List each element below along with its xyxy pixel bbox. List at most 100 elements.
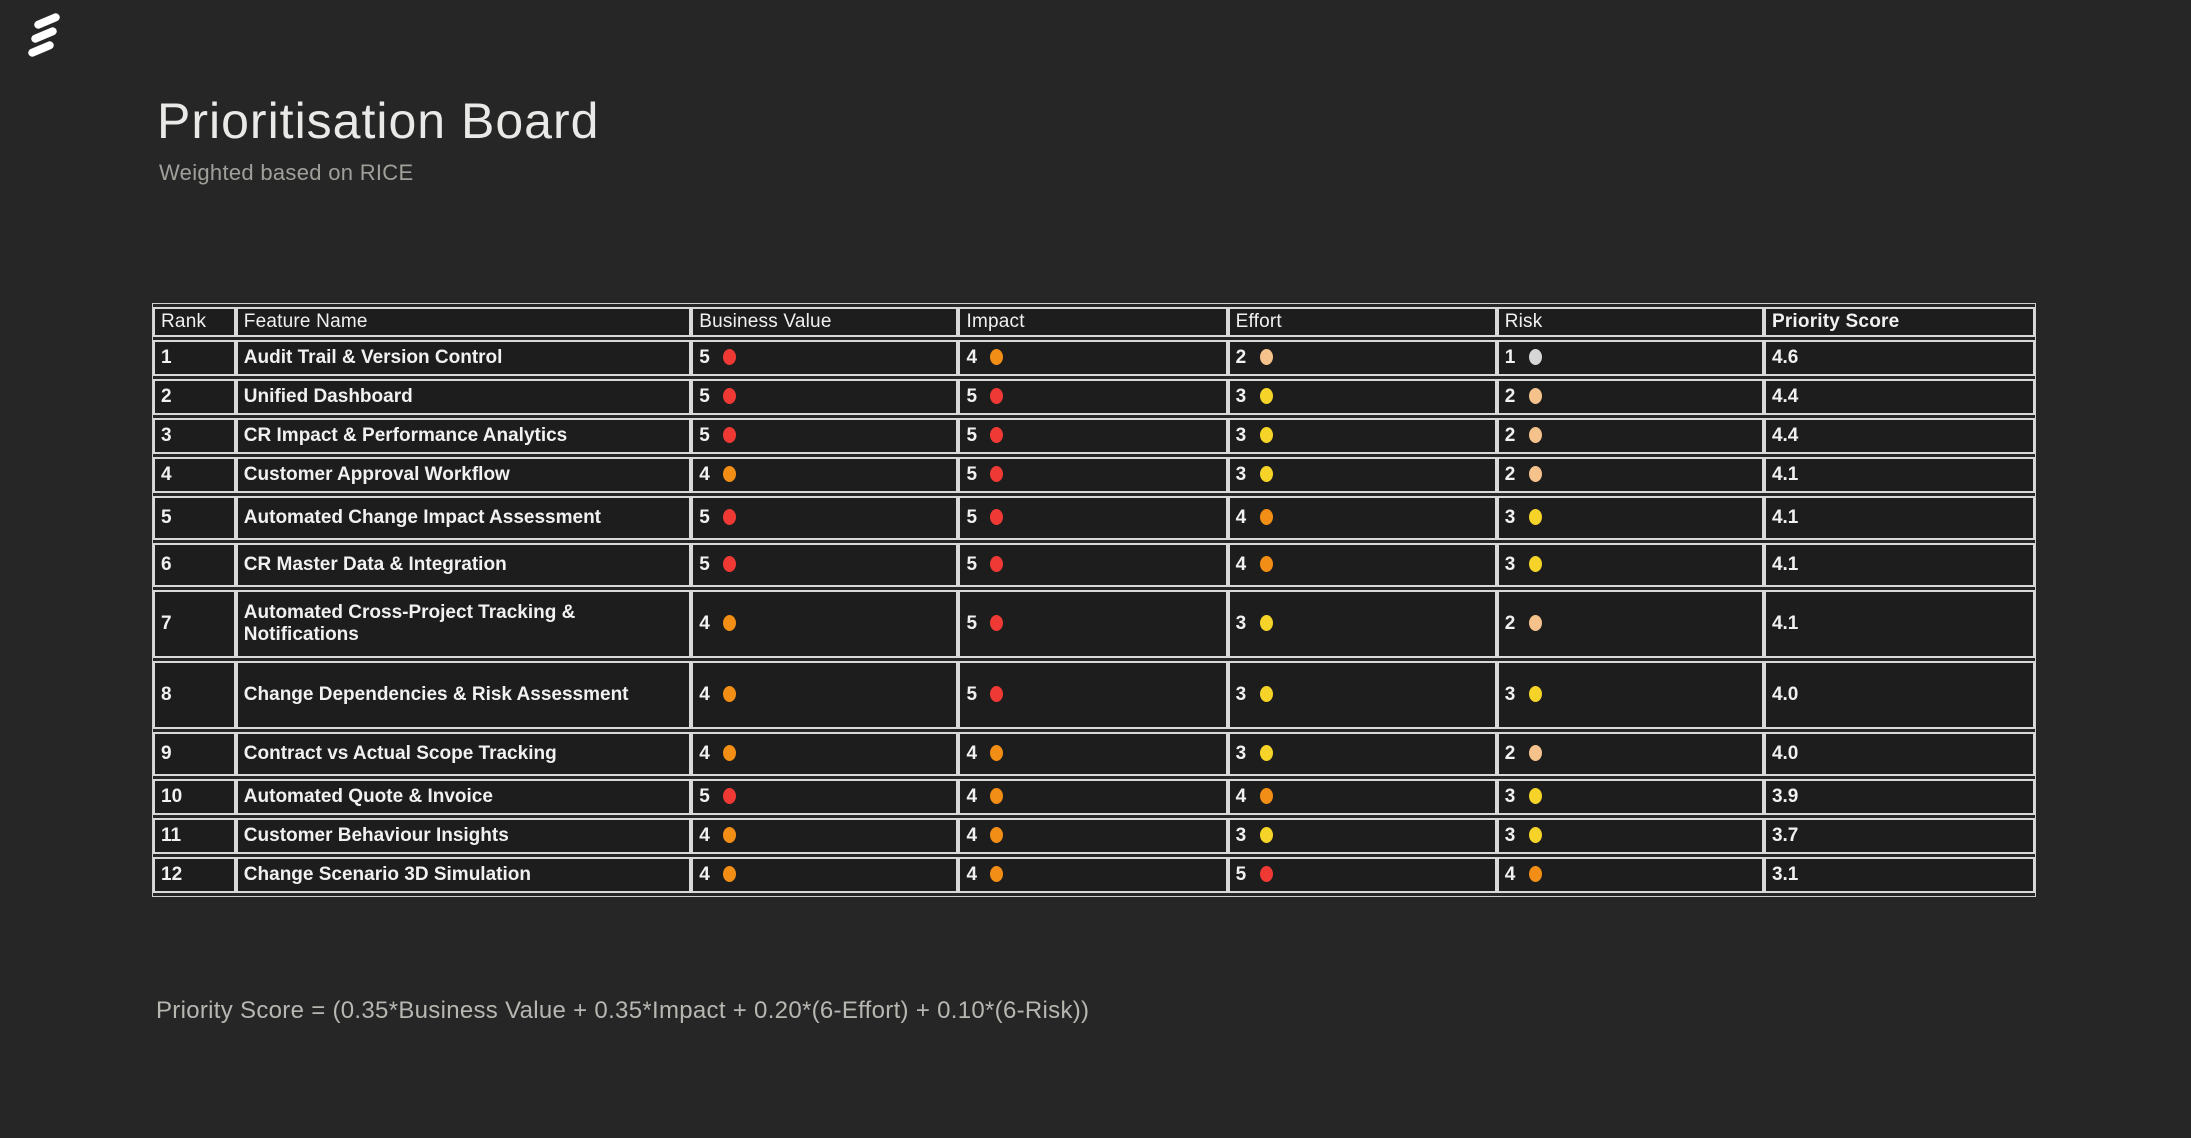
score-dot xyxy=(990,827,1004,843)
rank-cell: 10 xyxy=(153,779,236,815)
score-dot xyxy=(723,556,737,572)
metric-value: 4 xyxy=(1235,786,1247,807)
feature-name-cell: Automated Cross-Project Tracking & Notif… xyxy=(235,590,692,658)
score-dot xyxy=(723,866,737,882)
metric-value: 3 xyxy=(1235,825,1247,846)
risk-cell: 3 xyxy=(1496,779,1764,815)
table-row: 12 Change Scenario 3D Simulation 4 4 5 4 3.1 xyxy=(153,857,2035,893)
score-dot xyxy=(723,349,737,365)
effort-cell: 3 xyxy=(1227,418,1497,454)
column-header-risk: Risk xyxy=(1496,307,1764,337)
table-row: 1 Audit Trail & Version Control 5 4 2 1 4.6 xyxy=(153,340,2035,376)
metric-value: 2 xyxy=(1504,613,1516,634)
score-dot xyxy=(990,615,1004,631)
risk-cell: 2 xyxy=(1496,418,1764,454)
rank-cell: 8 xyxy=(153,661,236,729)
impact-cell: 5 xyxy=(958,379,1228,415)
business-value-cell: 5 xyxy=(691,496,959,540)
score-dot xyxy=(1528,349,1542,365)
metric-value: 4 xyxy=(1235,554,1247,575)
effort-cell: 3 xyxy=(1227,590,1497,658)
column-header-impact: Impact xyxy=(958,307,1228,337)
business-value-cell: 5 xyxy=(691,418,959,454)
feature-name-cell: Customer Behaviour Insights xyxy=(235,818,692,854)
metric-value: 5 xyxy=(966,425,978,446)
metric-value: 2 xyxy=(1504,743,1516,764)
metric-value: 3 xyxy=(1235,743,1247,764)
score-dot xyxy=(723,788,737,804)
metric-value: 5 xyxy=(966,464,978,485)
priority-score-cell: 4.0 xyxy=(1763,732,2035,776)
priority-table: Rank Feature Name Business Value Impact Effo… xyxy=(152,303,2036,897)
risk-cell: 3 xyxy=(1496,496,1764,540)
score-dot xyxy=(1528,556,1542,572)
metric-value: 3 xyxy=(1504,507,1516,528)
metric-value: 5 xyxy=(699,347,710,368)
business-value-cell: 5 xyxy=(691,779,959,815)
metric-value: 4 xyxy=(966,347,978,368)
metric-value: 4 xyxy=(1504,864,1516,885)
priority-score-cell: 4.4 xyxy=(1763,418,2035,454)
priority-score-cell: 4.1 xyxy=(1763,543,2035,587)
impact-cell: 4 xyxy=(958,340,1228,376)
rank-cell: 1 xyxy=(153,340,236,376)
ericsson-logo xyxy=(28,13,60,57)
impact-cell: 5 xyxy=(958,543,1228,587)
score-dot xyxy=(1528,827,1542,843)
metric-value: 3 xyxy=(1504,554,1516,575)
score-dot xyxy=(990,427,1004,443)
score-dot xyxy=(1528,427,1542,443)
priority-score-cell: 4.6 xyxy=(1763,340,2035,376)
risk-cell: 2 xyxy=(1496,732,1764,776)
business-value-cell: 5 xyxy=(691,543,959,587)
metric-value: 2 xyxy=(1504,386,1516,407)
effort-cell: 5 xyxy=(1227,857,1497,893)
score-dot xyxy=(1259,466,1273,482)
metric-value: 5 xyxy=(966,554,978,575)
effort-cell: 3 xyxy=(1227,379,1497,415)
metric-value: 5 xyxy=(966,386,978,407)
score-dot xyxy=(1528,866,1542,882)
priority-score-cell: 4.1 xyxy=(1763,457,2035,493)
business-value-cell: 5 xyxy=(691,340,959,376)
table-row: 8 Change Dependencies & Risk Assessment 4 5… xyxy=(153,661,2035,729)
score-dot xyxy=(1259,509,1273,525)
impact-cell: 5 xyxy=(958,418,1228,454)
risk-cell: 3 xyxy=(1496,661,1764,729)
metric-value: 4 xyxy=(699,743,710,764)
feature-name-cell: Automated Change Impact Assessment xyxy=(235,496,692,540)
metric-value: 5 xyxy=(699,425,710,446)
rank-cell: 12 xyxy=(153,857,236,893)
metric-value: 5 xyxy=(966,684,978,705)
metric-value: 3 xyxy=(1235,464,1247,485)
priority-score-cell: 3.9 xyxy=(1763,779,2035,815)
rank-cell: 3 xyxy=(153,418,236,454)
score-dot xyxy=(990,349,1004,365)
effort-cell: 3 xyxy=(1227,818,1497,854)
score-dot xyxy=(723,827,737,843)
business-value-cell: 4 xyxy=(691,732,959,776)
score-dot xyxy=(1259,556,1273,572)
score-dot xyxy=(1259,745,1273,761)
priority-score-cell: 4.4 xyxy=(1763,379,2035,415)
metric-value: 5 xyxy=(699,386,710,407)
effort-cell: 4 xyxy=(1227,543,1497,587)
impact-cell: 4 xyxy=(958,818,1228,854)
column-header-feature-name: Feature Name xyxy=(235,307,692,337)
score-dot xyxy=(723,686,737,702)
feature-name-cell: CR Impact & Performance Analytics xyxy=(235,418,692,454)
score-dot xyxy=(1259,788,1273,804)
score-dot xyxy=(1259,615,1273,631)
metric-value: 4 xyxy=(699,613,710,634)
impact-cell: 4 xyxy=(958,779,1228,815)
business-value-cell: 4 xyxy=(691,661,959,729)
score-dot xyxy=(723,427,737,443)
score-dot xyxy=(990,745,1004,761)
effort-cell: 2 xyxy=(1227,340,1497,376)
score-dot xyxy=(1528,466,1542,482)
page-title: Prioritisation Board xyxy=(157,93,600,149)
business-value-cell: 4 xyxy=(691,818,959,854)
metric-value: 3 xyxy=(1504,825,1516,846)
metric-value: 2 xyxy=(1235,347,1247,368)
